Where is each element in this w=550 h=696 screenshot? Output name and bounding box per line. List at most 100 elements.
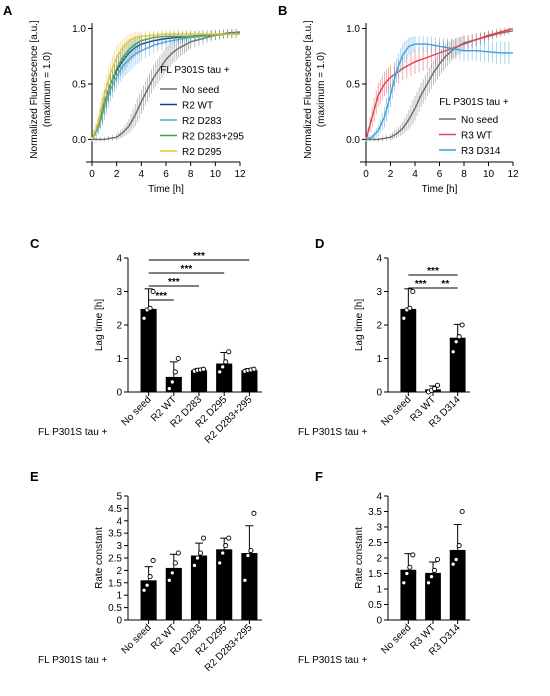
panel-d-row-label: FL P301S tau + (298, 427, 368, 438)
panel-a-legend-label-r2-wt: R2 WT (182, 101, 213, 112)
panel-c-row-label: FL P301S tau + (38, 427, 108, 438)
panel-a-legend-label-r2-d283: R2 D283 (182, 116, 222, 127)
panel-e-y-tick-label: 1.5 (108, 578, 122, 589)
panel-c-y-tick-label: 1 (116, 354, 122, 365)
panel-f-bar-r3-d314 (449, 549, 466, 620)
panel-a-x-axis-label: Time [h] (148, 184, 184, 195)
panel-f-data-point (453, 557, 459, 563)
panel-a-x-tick-label: 10 (210, 169, 222, 180)
panel-a-x-tick-label: 2 (114, 169, 120, 180)
panel-f-data-point (404, 570, 410, 577)
panel-f-data-point (431, 567, 438, 573)
panel-d-data-point (459, 322, 465, 328)
panel-b-x-tick-label: 8 (461, 169, 467, 180)
panel-d-category-label-no-seed: No seed (379, 394, 413, 428)
panel-e-data-point (169, 570, 175, 576)
panel-b-y-tick-label: 1.0 (346, 24, 360, 35)
panel-c-category-label-no-seed: No seed (120, 394, 154, 428)
panel-f-data-point (425, 580, 432, 586)
panel-b-x-tick-label: 0 (363, 169, 369, 180)
panel-d-y-tick-label: 3 (376, 287, 382, 298)
panel-e-data-point (200, 535, 207, 541)
panel-a-y-axis-label-2: (maximum = 1.0) (42, 52, 53, 127)
panel-a-chart: 0.0 0.5 1.0 0 2 4 6 8 10 12 Time [h] Normalized Flu… (29, 20, 246, 195)
panel-b-x-tick-label: 4 (412, 169, 418, 180)
panel-a-series-line-r2-d295 (91, 33, 240, 140)
panel-e-data-point (226, 535, 232, 541)
panel-b-legend-label-r3-d314: R3 D314 (461, 146, 501, 157)
panel-f-y-tick-label: 1 (376, 585, 382, 596)
panel-a-x-tick-label: 0 (89, 169, 95, 180)
panel-c-y-tick-label: 2 (116, 321, 122, 332)
panel-e-data-point (220, 550, 226, 556)
panel-f-y-axis-label: Rate constant (354, 527, 365, 589)
panel-d-data-point (434, 382, 441, 388)
panel-b-x-tick-label: 6 (437, 169, 443, 180)
panel-d-bar-r3-d314 (449, 337, 466, 392)
panel-a-x-tick-label: 8 (188, 169, 194, 180)
panel-e-y-tick-label: 3.5 (108, 529, 122, 540)
panel-f-data-point (407, 564, 413, 570)
panel-b-series-line-r3-wt (365, 27, 514, 140)
panel-e-data-point (141, 587, 147, 593)
panel-c-data-point (166, 386, 172, 392)
panel-e-y-tick-label: 2 (116, 566, 122, 577)
panel-b-series-line-r3-d314 (365, 43, 513, 141)
panel-a-y-tick-label: 0.0 (72, 135, 86, 146)
panel-e-data-point (175, 550, 181, 556)
panel-f-y-tick-label: 4 (376, 492, 382, 503)
panel-e-bar-r2-wt (165, 567, 182, 620)
panel-c-data-point (226, 349, 232, 355)
panel-d-data-point (431, 386, 438, 392)
panel-c-bar-r2-d283-295 (241, 370, 258, 392)
panel-e-data-point (191, 562, 198, 568)
panel-label-d: D (315, 236, 324, 251)
panel-d-y-tick-label: 2 (376, 321, 382, 332)
panel-e-data-point (248, 548, 254, 554)
panel-f-y-tick-label: 1.5 (368, 569, 382, 580)
panel-label-e: E (30, 469, 39, 484)
panel-e-chart: 0 0.51 1.522.5 33.5 44.55 Rate constant No see… (38, 492, 262, 674)
panel-b-x-tick-label: 2 (388, 169, 394, 180)
panel-e-data-point (144, 582, 150, 588)
panel-e-data-point (194, 555, 201, 561)
panel-d-y-tick-label: 4 (376, 254, 382, 265)
panel-a-y-tick-label: 0.5 (72, 79, 86, 90)
panel-b-legend-title: FL P301S tau + (439, 97, 509, 108)
panel-e-data-point (223, 543, 229, 549)
panel-c-data-point (141, 315, 147, 321)
panel-c-bar-no-seed (140, 308, 157, 392)
panel-e-y-tick-label: 4 (116, 516, 122, 527)
panel-b-y-tick-label: 0.0 (346, 135, 360, 146)
panel-e-y-tick-label: 0 (116, 616, 122, 627)
panel-c-data-point (172, 369, 178, 375)
panel-e-data-point (217, 560, 223, 566)
panel-d-data-point (450, 349, 456, 355)
panel-d-y-tick-label: 0 (376, 388, 382, 399)
panel-d-bar-no-seed (400, 308, 417, 392)
panel-f-y-tick-label: 2 (376, 554, 382, 565)
panel-e-bar-r2-d295 (216, 549, 233, 620)
panel-b-chart: 0.0 0.5 1.0 0 2 4 6 8 10 12 Time [h] Normalized Flu… (303, 20, 519, 195)
panel-f-bar-r3-wt (425, 572, 441, 620)
panel-f-row-label: FL P301S tau + (298, 655, 368, 666)
panel-e-data-point (245, 552, 251, 559)
panel-b-x-tick-label: 12 (507, 169, 519, 180)
panel-c-y-axis-label: Lag time [h] (94, 299, 105, 351)
panel-c-y-tick-label: 4 (116, 254, 122, 265)
panel-f-y-tick-label: 3.5 (368, 507, 382, 518)
panel-label-c: C (30, 236, 40, 251)
panel-b-x-axis-label: Time [h] (422, 184, 458, 195)
panel-b-series-r3-d314-error-bars (365, 36, 510, 142)
panel-b-y-axis-label-2: (maximum = 1.0) (316, 52, 327, 127)
panel-b-legend-label-r3-wt: R3 WT (461, 131, 492, 142)
panel-b-y-axis-label: Normalized Fluorescence [a.u.] (303, 20, 314, 159)
panel-d-y-tick-label: 1 (376, 354, 382, 365)
panel-f-data-point (456, 543, 462, 549)
panel-f-data-point (428, 574, 435, 580)
panel-c-y-tick-label: 0 (116, 388, 122, 399)
panel-e-y-axis-label: Rate constant (94, 527, 105, 589)
panel-c-data-point (169, 379, 175, 385)
panel-e-bar-r2-d283 (190, 555, 208, 620)
